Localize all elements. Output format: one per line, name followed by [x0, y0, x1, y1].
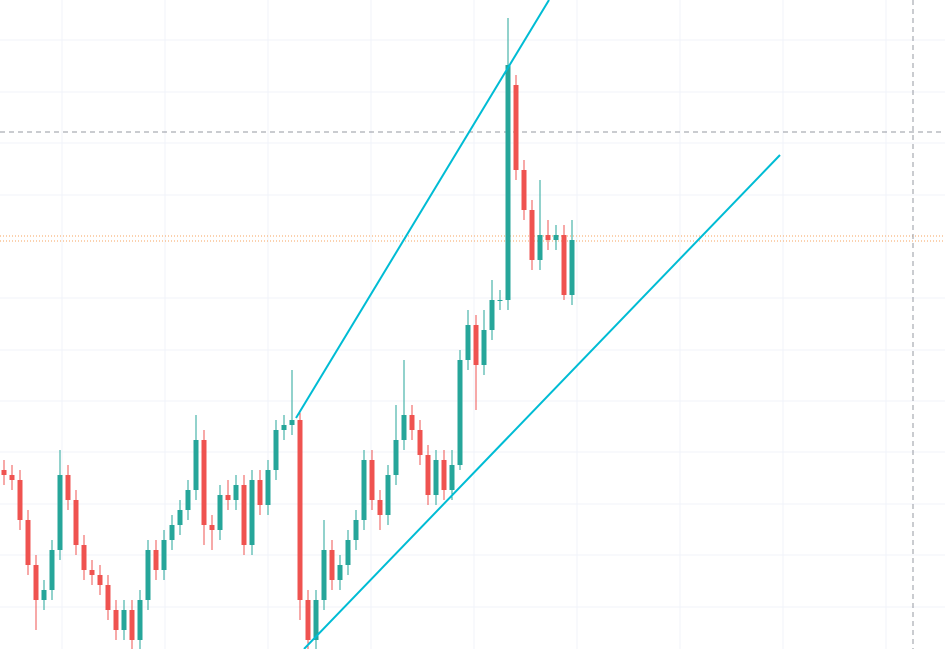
candle-body	[345, 540, 351, 565]
candle-body	[153, 550, 159, 570]
candle-body	[481, 330, 487, 365]
candle-body	[185, 490, 191, 510]
candle-body	[521, 170, 527, 210]
candle-body	[537, 235, 543, 260]
candle-body	[289, 420, 295, 425]
candle-body	[401, 415, 407, 440]
candle-body	[193, 440, 199, 490]
candle-body	[113, 610, 119, 630]
candle-body	[169, 525, 175, 540]
candle-body	[513, 85, 519, 170]
candles	[1, 18, 575, 649]
candle-body	[41, 590, 47, 600]
candle-body	[137, 600, 143, 640]
candle-body	[17, 480, 23, 520]
candle-body	[89, 570, 95, 575]
candle-body	[225, 495, 231, 500]
candle-body	[209, 525, 215, 530]
candle-body	[273, 430, 279, 470]
candle-body	[49, 550, 55, 590]
candle-body	[433, 460, 439, 495]
candle-body	[361, 460, 367, 520]
candle-body	[73, 500, 79, 545]
trend-line[interactable]	[295, 0, 550, 419]
candle-body	[65, 475, 71, 500]
trend-line[interactable]	[303, 154, 781, 649]
candle-body	[105, 585, 111, 610]
candle-body	[201, 440, 207, 525]
candle-body	[265, 470, 271, 505]
candle-body	[257, 480, 263, 505]
candle-body	[145, 550, 151, 600]
candle-body	[553, 235, 559, 240]
candle-body	[489, 300, 495, 330]
candle-body	[313, 600, 319, 640]
candle-body	[561, 235, 567, 295]
candle-body	[449, 465, 455, 490]
candle-body	[1, 470, 7, 475]
candle-body	[377, 500, 383, 515]
candle-body	[329, 550, 335, 580]
candle-body	[305, 600, 311, 640]
candle-body	[161, 540, 167, 570]
candle-body	[321, 550, 327, 600]
candle-body	[121, 610, 127, 630]
candle-body	[369, 460, 375, 500]
candle-body	[337, 565, 343, 580]
candle-body	[425, 455, 431, 495]
candle-body	[457, 360, 463, 465]
candle-body	[505, 65, 511, 300]
candle-body	[25, 520, 31, 565]
candle-body	[249, 480, 255, 545]
candle-body	[297, 420, 303, 600]
candle-body	[9, 475, 15, 480]
candle-body	[97, 575, 103, 585]
candle-body	[529, 210, 535, 260]
candle-body	[233, 485, 239, 500]
candle-body	[217, 495, 223, 530]
candle-body	[409, 415, 415, 430]
candle-body	[465, 325, 471, 360]
candle-body	[393, 440, 399, 475]
candle-body	[129, 610, 135, 640]
candle-body	[281, 425, 287, 430]
candle-body	[441, 460, 447, 490]
candle-body	[33, 565, 39, 600]
candle-body	[241, 485, 247, 545]
candle-body	[385, 475, 391, 515]
candle-body	[473, 325, 479, 365]
candle-body	[417, 430, 423, 455]
candle-body	[569, 240, 575, 295]
candle-body	[353, 520, 359, 540]
candle-body	[545, 235, 551, 240]
candle-body	[81, 545, 87, 570]
candle-body	[497, 300, 503, 301]
candle-body	[177, 510, 183, 525]
candle-body	[57, 475, 63, 550]
